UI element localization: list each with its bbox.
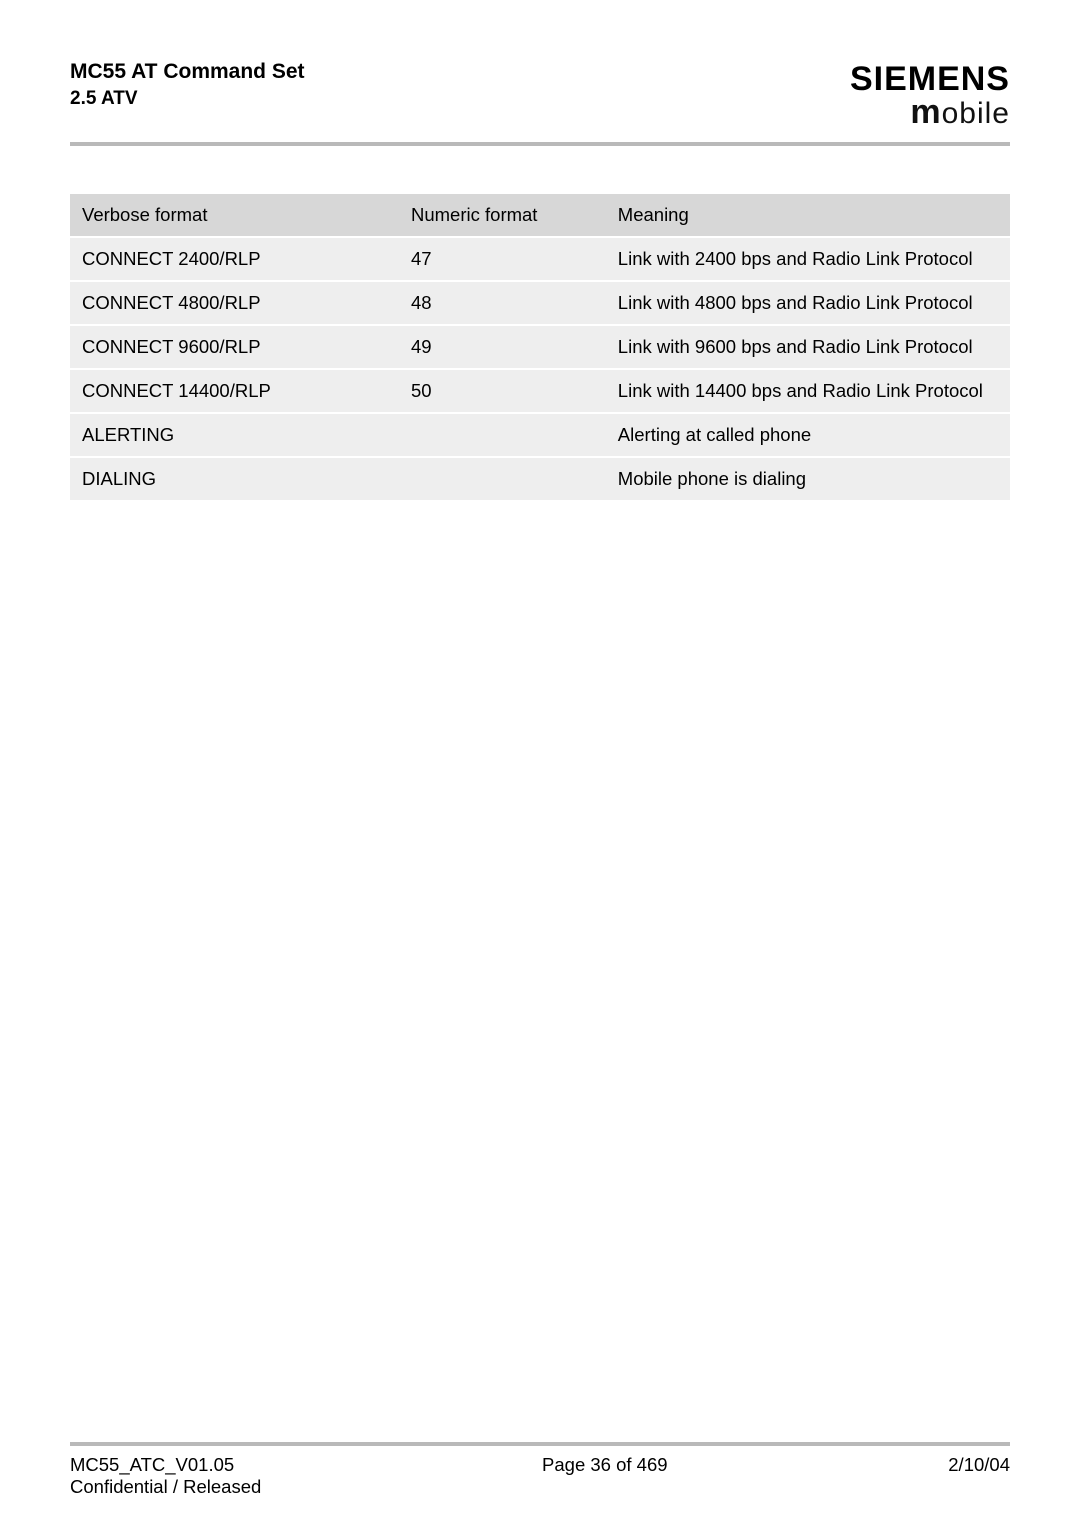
cell-numeric: 47 (399, 237, 606, 281)
col-header-meaning: Meaning (606, 194, 1010, 237)
page-footer: MC55_ATC_V01.05 Confidential / Released … (70, 1442, 1010, 1498)
cell-meaning: Mobile phone is dialing (606, 457, 1010, 501)
brand-logo: SIEMENS mobile (850, 60, 1010, 132)
cell-meaning: Link with 4800 bps and Radio Link Protoc… (606, 281, 1010, 325)
cell-meaning: Link with 2400 bps and Radio Link Protoc… (606, 237, 1010, 281)
cell-verbose: CONNECT 4800/RLP (70, 281, 399, 325)
cell-verbose: DIALING (70, 457, 399, 501)
header-left: MC55 AT Command Set 2.5 ATV (70, 60, 305, 110)
table-row: DIALING Mobile phone is dialing (70, 457, 1010, 501)
cell-numeric: 50 (399, 369, 606, 413)
doc-title: MC55 AT Command Set (70, 60, 305, 84)
cell-meaning: Link with 9600 bps and Radio Link Protoc… (606, 325, 1010, 369)
cell-verbose: CONNECT 14400/RLP (70, 369, 399, 413)
table-header-row: Verbose format Numeric format Meaning (70, 194, 1010, 237)
cell-verbose: CONNECT 2400/RLP (70, 237, 399, 281)
col-header-verbose: Verbose format (70, 194, 399, 237)
page-header: MC55 AT Command Set 2.5 ATV SIEMENS mobi… (70, 60, 1010, 132)
table-row: ALERTING Alerting at called phone (70, 413, 1010, 457)
header-rule (70, 142, 1010, 146)
table-row: CONNECT 14400/RLP 50 Link with 14400 bps… (70, 369, 1010, 413)
doc-section: 2.5 ATV (70, 88, 305, 110)
cell-meaning: Alerting at called phone (606, 413, 1010, 457)
col-header-numeric: Numeric format (399, 194, 606, 237)
cell-numeric (399, 413, 606, 457)
footer-confidentiality: Confidential / Released (70, 1476, 261, 1498)
cell-numeric: 48 (399, 281, 606, 325)
cell-meaning: Link with 14400 bps and Radio Link Proto… (606, 369, 1010, 413)
result-codes-table: Verbose format Numeric format Meaning CO… (70, 194, 1010, 502)
table-row: CONNECT 9600/RLP 49 Link with 9600 bps a… (70, 325, 1010, 369)
brand-sub-m: m (910, 93, 941, 131)
cell-verbose: CONNECT 9600/RLP (70, 325, 399, 369)
footer-date: 2/10/04 (948, 1454, 1010, 1498)
cell-numeric (399, 457, 606, 501)
table-row: CONNECT 2400/RLP 47 Link with 2400 bps a… (70, 237, 1010, 281)
cell-numeric: 49 (399, 325, 606, 369)
table-row: CONNECT 4800/RLP 48 Link with 4800 bps a… (70, 281, 1010, 325)
footer-page: Page 36 of 469 (542, 1454, 668, 1498)
brand-sub-rest: obile (942, 97, 1010, 130)
footer-left: MC55_ATC_V01.05 Confidential / Released (70, 1454, 261, 1498)
cell-verbose: ALERTING (70, 413, 399, 457)
table-wrap: Verbose format Numeric format Meaning CO… (70, 194, 1010, 502)
footer-doc-id: MC55_ATC_V01.05 (70, 1454, 261, 1476)
